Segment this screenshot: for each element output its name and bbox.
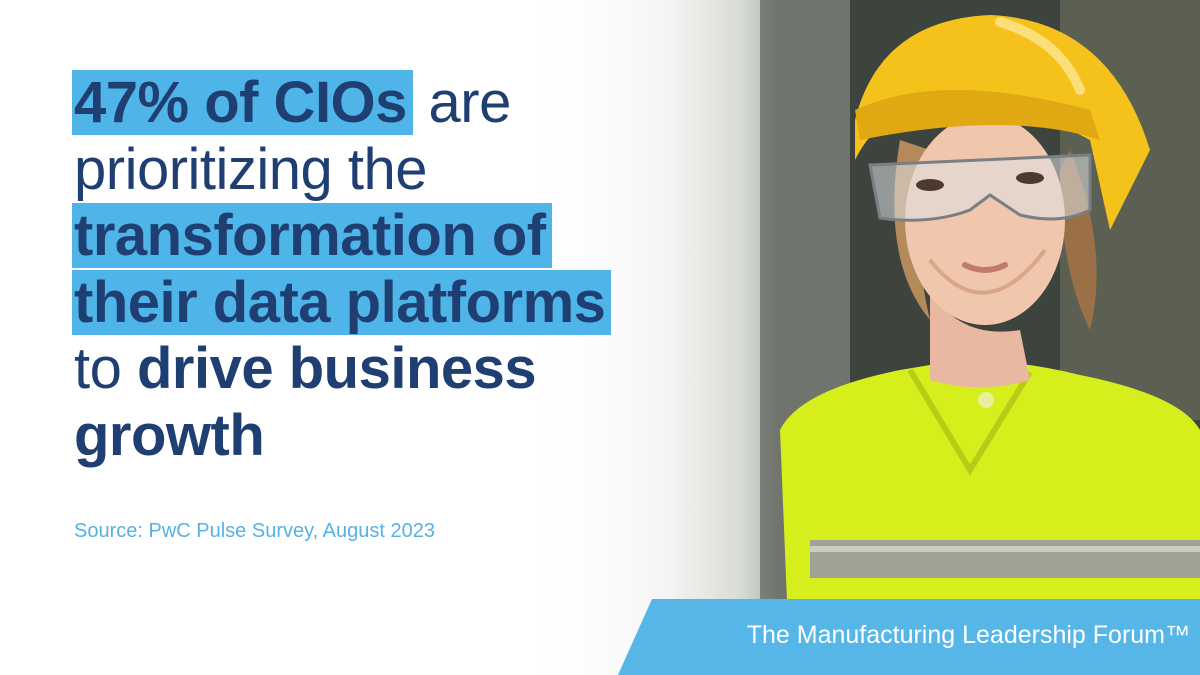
- headline-line-5: to drive business: [74, 336, 694, 403]
- brand-label: The Manufacturing Leadership Forum™: [746, 621, 1190, 649]
- headline-text: are: [412, 70, 512, 135]
- highlight-transformation: transformation of: [72, 203, 552, 268]
- source-citation: Source: PwC Pulse Survey, August 2023: [74, 520, 435, 542]
- highlight-stat: 47% of CIOs: [72, 70, 413, 135]
- headline-bold-text: drive business: [137, 336, 537, 401]
- headline-line-3: transformation of: [72, 203, 694, 270]
- headline-line-4: their data platforms: [72, 269, 694, 337]
- headline-quote: 47% of CIOs are prioritizing the transfo…: [72, 70, 694, 469]
- headline-line-6: growth: [74, 402, 265, 468]
- brand-banner: [618, 599, 1200, 675]
- headline-line-1: 47% of CIOs are: [72, 70, 694, 137]
- worker-photo: [760, 0, 1200, 675]
- headline-line-2: prioritizing the: [74, 136, 428, 202]
- headline-text: to: [74, 336, 137, 401]
- highlight-data-platforms: their data platforms: [72, 269, 612, 335]
